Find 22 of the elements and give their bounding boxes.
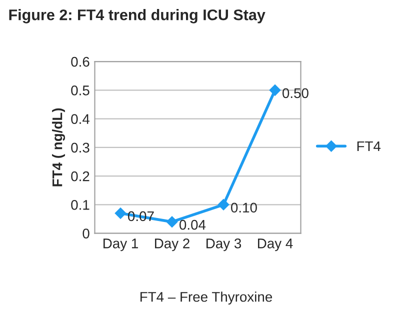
point [166, 216, 178, 228]
data-label: 0.10 [230, 202, 257, 213]
x-tick-label: Day 2 [155, 238, 190, 252]
x-tick-label: Day 1 [104, 238, 138, 252]
point [114, 208, 126, 219]
y-tick-label: 0.6 [71, 56, 90, 67]
y-axis-title: FT4 ( ng/dL) [52, 108, 66, 186]
x-tick-label: Day 3 [206, 238, 242, 252]
y-tick-label: 0 [82, 228, 90, 238]
chart-title: Figure 2: FT4 trend during ICU Stay [9, 9, 266, 24]
x-tick-label: Day 4 [258, 238, 293, 252]
point [218, 199, 230, 210]
y-tick-label: 0.4 [71, 114, 90, 124]
y-tick-label: 0.1 [71, 200, 90, 210]
point [269, 84, 281, 96]
y-tick-label: 0.3 [71, 142, 90, 153]
legend-label: FT4 [357, 141, 381, 152]
text: FT4 – Free Thyroxine [140, 292, 272, 305]
data-label: 0.50 [282, 88, 308, 98]
data-label: 0.04 [179, 220, 206, 230]
y-tick-label: 0.2 [71, 171, 90, 182]
y-tick-label: 0.5 [71, 86, 90, 96]
